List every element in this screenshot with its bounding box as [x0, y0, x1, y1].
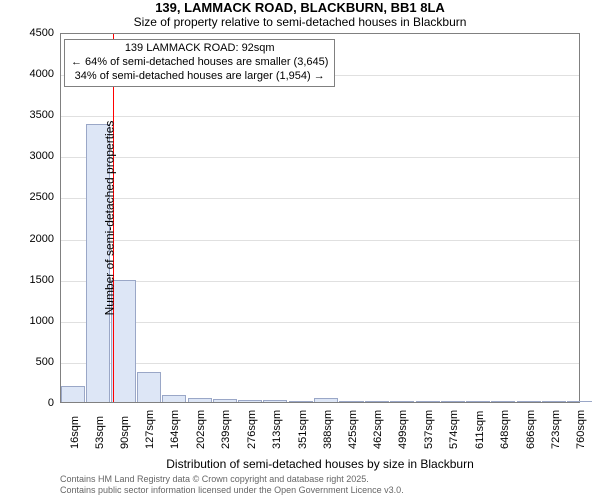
x-tick-label: 239sqm [220, 410, 232, 449]
y-tick-label: 2000 [14, 233, 54, 245]
y-tick-label: 0 [14, 397, 54, 409]
histogram-bar [289, 401, 313, 402]
y-tick-label: 2500 [14, 191, 54, 203]
x-tick-label: 313sqm [271, 410, 283, 449]
x-tick-label: 388sqm [322, 410, 334, 449]
footnote-line1: Contains HM Land Registry data © Crown c… [60, 474, 404, 485]
x-tick-label: 425sqm [347, 410, 359, 449]
x-tick-label: 537sqm [423, 410, 435, 449]
x-tick-label: 686sqm [525, 410, 537, 449]
x-tick-label: 499sqm [397, 410, 409, 449]
histogram-bar [390, 401, 414, 402]
x-tick-label: 164sqm [169, 410, 181, 449]
histogram-bar [213, 399, 237, 402]
plot-area: Number of semi-detached properties Distr… [60, 33, 580, 403]
gridline [61, 240, 579, 241]
x-tick-label: 648sqm [499, 410, 511, 449]
histogram-bar [441, 401, 465, 402]
x-axis-label: Distribution of semi-detached houses by … [60, 457, 580, 471]
annotation-line1: 139 LAMMACK ROAD: 92sqm [71, 42, 328, 56]
y-tick-label: 1000 [14, 315, 54, 327]
x-tick-label: 53sqm [94, 416, 106, 449]
page-subtitle: Size of property relative to semi-detach… [0, 15, 600, 29]
histogram-bar [517, 401, 541, 402]
footnote: Contains HM Land Registry data © Crown c… [60, 474, 404, 496]
page-title: 139, LAMMACK ROAD, BLACKBURN, BB1 8LA [0, 0, 600, 15]
gridline [61, 157, 579, 158]
x-tick-label: 760sqm [575, 410, 587, 449]
histogram-bar [162, 395, 186, 402]
histogram-bar [339, 401, 363, 402]
y-tick-label: 3500 [14, 109, 54, 121]
histogram-bar [491, 401, 515, 402]
gridline [61, 322, 579, 323]
y-tick-label: 1500 [14, 274, 54, 286]
gridline [61, 363, 579, 364]
x-tick-label: 351sqm [297, 410, 309, 449]
y-tick-label: 4000 [14, 68, 54, 80]
footnote-line2: Contains public sector information licen… [60, 485, 404, 496]
x-tick-label: 127sqm [144, 410, 156, 449]
histogram-bar [314, 398, 338, 402]
gridline [61, 281, 579, 282]
histogram-bar [542, 401, 566, 402]
x-tick-label: 276sqm [246, 410, 258, 449]
gridline [61, 198, 579, 199]
x-tick-label: 90sqm [119, 416, 131, 449]
x-tick-label: 574sqm [448, 410, 460, 449]
histogram-bar [263, 400, 287, 402]
chart-container: 139, LAMMACK ROAD, BLACKBURN, BB1 8LA Si… [0, 0, 600, 500]
histogram-bar [238, 400, 262, 402]
x-tick-label: 202sqm [195, 410, 207, 449]
x-tick-label: 462sqm [372, 410, 384, 449]
annotation-line3: 34% of semi-detached houses are larger (… [71, 70, 328, 84]
y-tick-label: 3000 [14, 150, 54, 162]
x-tick-label: 611sqm [474, 411, 486, 449]
histogram-bar [137, 372, 161, 402]
histogram-bar [365, 401, 389, 402]
histogram-bar [188, 398, 212, 402]
plot-frame [60, 33, 580, 403]
histogram-bar [466, 401, 490, 402]
histogram-bar [416, 401, 440, 402]
histogram-bar [567, 401, 591, 402]
y-axis-label: Number of semi-detached properties [102, 121, 116, 316]
y-tick-label: 4500 [14, 27, 54, 39]
histogram-bar [61, 386, 85, 402]
annotation-box: 139 LAMMACK ROAD: 92sqm ← 64% of semi-de… [64, 39, 335, 87]
x-tick-label: 723sqm [550, 410, 562, 449]
gridline [61, 116, 579, 117]
annotation-line2: ← 64% of semi-detached houses are smalle… [71, 56, 328, 70]
y-tick-label: 500 [14, 356, 54, 368]
x-tick-label: 16sqm [69, 416, 81, 449]
